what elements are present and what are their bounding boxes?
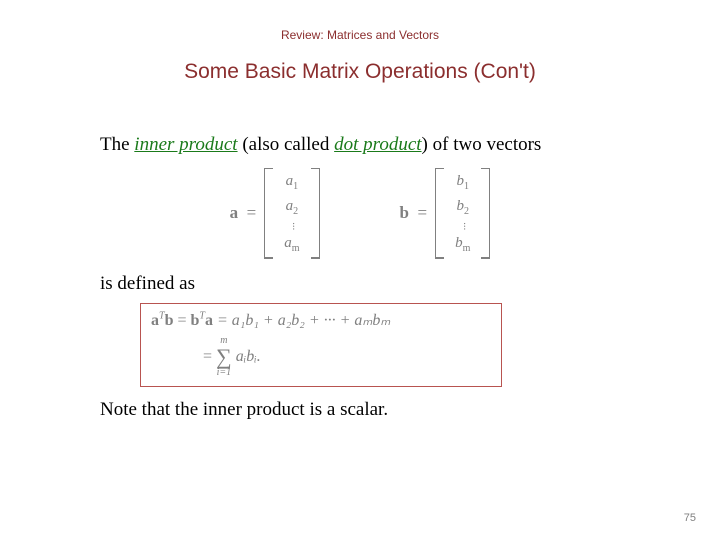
paragraph-defined-as: is defined as bbox=[100, 273, 660, 295]
term-dot-product: dot product bbox=[334, 134, 421, 155]
formula-line-1: aTb = bTa = a₁b₁ + a₂b₂ + ··· + aₘbₘ bbox=[151, 310, 491, 330]
vector-b: b = b1 b2 ··· bm bbox=[400, 168, 491, 259]
rhs-expansion: = a₁b₁ + a₂b₂ + ··· + aₘbₘ bbox=[213, 312, 390, 329]
vector-a: a = a1 a2 ··· am bbox=[230, 168, 320, 259]
bracket-right-icon bbox=[480, 168, 490, 259]
vector-a-label: a bbox=[230, 203, 239, 223]
sum-lower: i=1 bbox=[217, 368, 232, 378]
eq: = bbox=[203, 348, 212, 366]
sym-a: a bbox=[151, 312, 159, 329]
sum-body: aᵢbᵢ. bbox=[236, 348, 261, 366]
paragraph-intro: The inner product (also called dot produ… bbox=[100, 134, 660, 156]
entry: am bbox=[284, 235, 299, 254]
entry: bm bbox=[455, 235, 470, 254]
formula-line-2: = m ∑ i=1 aᵢbᵢ. bbox=[203, 336, 491, 378]
entry: b1 bbox=[456, 173, 469, 192]
vector-b-bracket: b1 b2 ··· bm bbox=[435, 168, 490, 259]
text-pre: The bbox=[100, 134, 134, 155]
vdots-icon: ··· bbox=[460, 222, 466, 230]
entry: a1 bbox=[286, 173, 299, 192]
sigma-symbol: ∑ bbox=[216, 346, 232, 368]
formula-box: aTb = bTa = a₁b₁ + a₂b₂ + ··· + aₘbₘ = m… bbox=[140, 303, 502, 387]
bracket-right-icon bbox=[310, 168, 320, 259]
text-mid: (also called bbox=[238, 134, 335, 155]
entry: b2 bbox=[456, 198, 469, 217]
page-number: 75 bbox=[684, 512, 696, 524]
vector-b-label: b bbox=[400, 203, 410, 223]
bracket-left-icon bbox=[435, 168, 445, 259]
vector-b-entries: b1 b2 ··· bm bbox=[445, 168, 480, 259]
eq: = bbox=[173, 312, 190, 329]
equals-sign: = bbox=[247, 203, 257, 223]
equals-sign: = bbox=[417, 203, 427, 223]
vdots-icon: ··· bbox=[289, 222, 295, 230]
sigma-icon: m ∑ i=1 bbox=[216, 336, 232, 378]
slide-header: Review: Matrices and Vectors bbox=[0, 0, 720, 42]
slide-title: Some Basic Matrix Operations (Con't) bbox=[0, 60, 720, 84]
sym-a: a bbox=[205, 312, 213, 329]
vector-definitions: a = a1 a2 ··· am b = b1 b2 ··· bm bbox=[0, 168, 720, 259]
bracket-left-icon bbox=[264, 168, 274, 259]
paragraph-note: Note that the inner product is a scalar. bbox=[100, 399, 660, 421]
text-post: ) of two vectors bbox=[422, 134, 542, 155]
vector-a-entries: a1 a2 ··· am bbox=[274, 168, 309, 259]
entry: a2 bbox=[286, 198, 299, 217]
vector-a-bracket: a1 a2 ··· am bbox=[264, 168, 319, 259]
term-inner-product: inner product bbox=[134, 134, 237, 155]
